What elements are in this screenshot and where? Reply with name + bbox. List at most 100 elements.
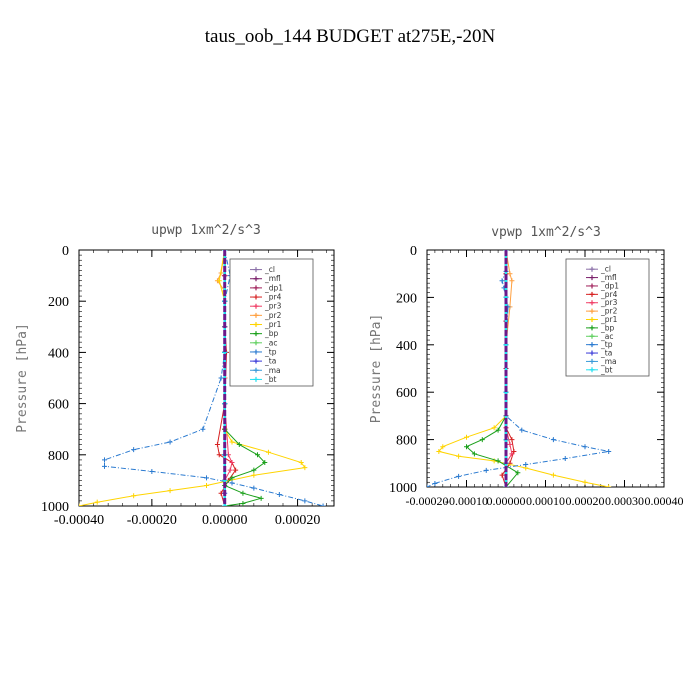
chart-panel-1: upwp 1xm^2/s^3 Pressure [hPa] 0 200 400 600 80… <box>15 223 335 528</box>
legend-label: _ta <box>600 349 612 358</box>
legend-label: _pr2 <box>600 307 618 316</box>
series-point-bt <box>222 503 228 506</box>
y-axis-label: Pressure [hPa] <box>369 314 384 424</box>
panel-title: upwp 1xm^2/s^3 <box>151 223 261 238</box>
legend-marker <box>589 367 595 373</box>
series-point-pr1 <box>204 483 209 489</box>
series-point-pr3 <box>509 451 515 457</box>
series-point-tp <box>167 439 173 445</box>
legend-marker <box>253 285 259 291</box>
series-point-tp <box>427 484 430 487</box>
x-tick-label: -0.00020 <box>406 494 449 508</box>
legend-label: _pr4 <box>264 293 282 302</box>
series-point-tp <box>320 503 326 506</box>
legend-label: _dp1 <box>264 283 283 292</box>
legend-box <box>565 258 650 377</box>
series-point-tp <box>562 456 568 462</box>
series-point-tp <box>200 426 206 432</box>
series-point-bp <box>495 427 501 433</box>
legend-marker <box>253 367 259 373</box>
y-tick-label: 600 <box>48 398 69 413</box>
series-point-tp <box>499 278 505 284</box>
legend-label: _pr4 <box>600 290 618 299</box>
legend-marker <box>253 322 259 327</box>
series-group <box>79 250 326 506</box>
series-point-pr2 <box>507 271 513 277</box>
legend-marker <box>253 312 259 318</box>
series-point-pr1 <box>491 425 497 431</box>
legend-label: _ta <box>264 357 276 366</box>
legend-label: _mfl <box>264 274 281 283</box>
series-point-bp <box>251 467 257 473</box>
figure-title: taus_oob_144 BUDGET at275E,-20N <box>205 26 496 47</box>
y-tick-label: 600 <box>396 386 417 401</box>
series-point-bp <box>229 475 235 481</box>
series-point-bp <box>495 458 501 464</box>
legend-label: _bt <box>600 365 613 374</box>
series-point-pr1 <box>229 439 235 445</box>
series-point-tp <box>204 475 209 481</box>
series-point-tp <box>229 480 235 486</box>
series-point-pr1 <box>131 493 137 499</box>
series-point-pr4 <box>233 467 239 473</box>
x-tick-label: 0.00000 <box>487 494 526 508</box>
legend-marker <box>589 275 595 281</box>
chart-panel-2: vpwp 1xm^2/s^3 Pressure [hPa] 0 200 400 600 80… <box>369 225 684 508</box>
legend-marker <box>253 267 259 273</box>
series-point-pr1 <box>265 449 271 455</box>
series-point-tp <box>149 468 155 474</box>
series-point-bp <box>262 459 268 465</box>
y-tick-label: 0 <box>410 244 417 259</box>
legend-label: _ac <box>264 338 277 347</box>
legend-marker <box>589 266 595 272</box>
y-tick-label: 1000 <box>41 500 69 515</box>
series-point-pr3 <box>507 441 513 447</box>
series-point-tp <box>582 444 588 450</box>
series-point-pr1 <box>440 444 446 450</box>
legend-marker <box>253 331 259 337</box>
series-point-pr3 <box>229 459 235 465</box>
x-tick-label: 0.00030 <box>605 494 644 508</box>
series-point-tp <box>456 473 462 479</box>
series-point-pr2 <box>509 278 515 284</box>
x-tick-label: 0.00040 <box>645 494 684 508</box>
series-point-pr4 <box>216 452 222 458</box>
y-axis-label: Pressure [hPa] <box>15 323 30 433</box>
legend-marker <box>253 303 259 309</box>
series-point-tp <box>131 447 137 453</box>
series-point-tp <box>102 457 107 463</box>
legend-marker <box>589 350 595 356</box>
series-point-pr4 <box>509 437 515 443</box>
series-point-pr1 <box>298 459 304 465</box>
x-tick-label: 0.00020 <box>566 494 605 508</box>
series-point-tp <box>483 467 489 473</box>
legend-label: _pr1 <box>264 320 282 329</box>
legend-marker <box>253 349 259 355</box>
legend-label: _ac <box>600 332 613 341</box>
y-tick-label: 400 <box>48 346 69 361</box>
legend: _cl_mfl_dp1_pr4_pr3_pr2_pr1_bp_ac_tp_ta_… <box>229 258 314 387</box>
y-tick-label: 400 <box>396 339 417 354</box>
series-point-pr4 <box>499 472 505 478</box>
y-tick-label: 200 <box>48 295 69 310</box>
series-point-tp <box>523 461 529 467</box>
legend-marker <box>253 276 259 282</box>
legend-label: _ma <box>600 357 617 366</box>
series-point-tp <box>606 448 612 454</box>
series-point-bp <box>236 442 242 448</box>
legend-marker <box>589 358 595 364</box>
series-point-bp <box>464 444 469 450</box>
y-tick-label: 800 <box>396 434 417 449</box>
legend-box <box>229 258 314 387</box>
legend-marker <box>589 333 595 339</box>
legend-marker <box>589 342 595 348</box>
legend-marker <box>253 294 259 300</box>
y-tick-label: 1000 <box>389 481 417 496</box>
series-point-bp <box>255 452 260 458</box>
chart-panels: upwp 1xm^2/s^3 Pressure [hPa] 0 200 400 600 80… <box>15 223 684 528</box>
legend-label: _bp <box>600 323 615 332</box>
x-tick-label: -0.00020 <box>127 513 177 528</box>
x-tick-label: 0.00010 <box>526 494 565 508</box>
series-point-tp <box>519 427 525 433</box>
